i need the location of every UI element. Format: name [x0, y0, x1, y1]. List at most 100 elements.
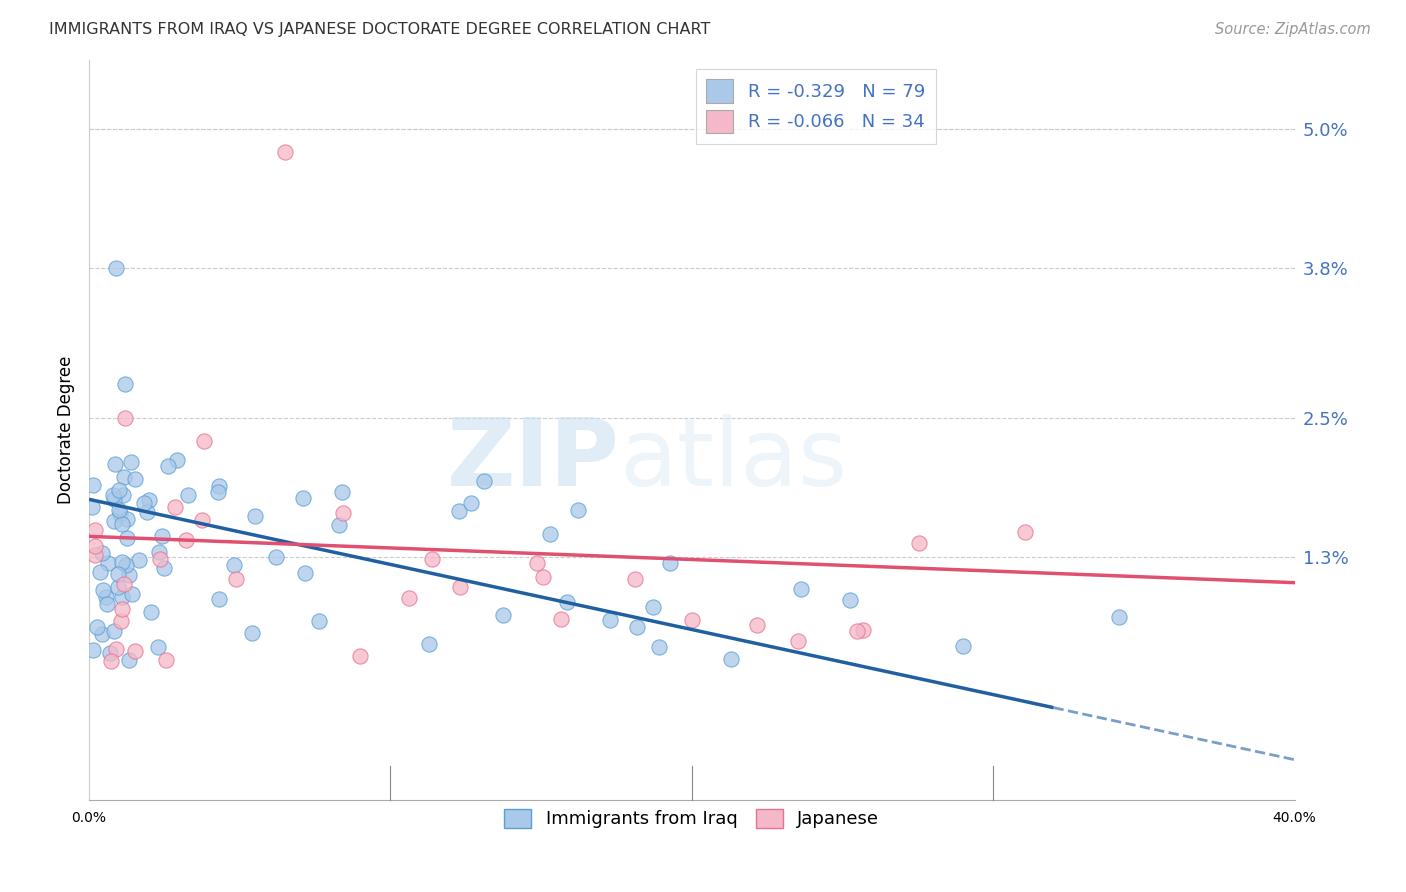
Point	[114, 376, 136, 391]
Point	[111, 590, 134, 604]
Point	[790, 582, 813, 596]
Point	[225, 572, 247, 586]
Point	[146, 640, 169, 654]
Point	[90, 545, 112, 559]
Point	[626, 620, 648, 634]
Point	[274, 145, 297, 160]
Point	[111, 601, 134, 615]
Point	[96, 597, 118, 611]
Point	[107, 566, 129, 581]
Point	[149, 552, 172, 566]
Point	[647, 640, 669, 655]
Point	[492, 608, 515, 623]
Point	[132, 496, 155, 510]
Point	[89, 566, 111, 580]
Point	[330, 485, 353, 500]
Point	[101, 488, 124, 502]
Point	[460, 496, 482, 510]
Point	[150, 529, 173, 543]
Point	[86, 620, 108, 634]
Point	[155, 653, 177, 667]
Point	[398, 591, 420, 606]
Point	[447, 504, 470, 518]
Point	[208, 591, 231, 606]
Point	[91, 627, 114, 641]
Y-axis label: Doctorate Degree: Doctorate Degree	[58, 356, 75, 504]
Point	[420, 552, 443, 566]
Point	[294, 566, 316, 581]
Point	[838, 592, 860, 607]
Point	[82, 477, 104, 491]
Legend: Immigrants from Iraq, Japanese: Immigrants from Iraq, Japanese	[498, 801, 887, 836]
Point	[114, 411, 136, 425]
Point	[96, 556, 118, 570]
Point	[104, 458, 127, 472]
Point	[108, 483, 131, 498]
Point	[139, 606, 162, 620]
Point	[292, 491, 315, 505]
Point	[114, 558, 136, 573]
Point	[845, 624, 868, 639]
Point	[112, 469, 135, 483]
Point	[111, 555, 134, 569]
Point	[745, 618, 768, 632]
Point	[526, 556, 548, 570]
Point	[952, 639, 974, 653]
Point	[531, 570, 554, 584]
Point	[681, 613, 703, 627]
Point	[166, 453, 188, 467]
Point	[852, 624, 875, 638]
Point	[332, 506, 354, 520]
Point	[121, 587, 143, 601]
Point	[100, 654, 122, 668]
Point	[84, 548, 107, 562]
Point	[163, 500, 186, 514]
Point	[908, 536, 931, 550]
Text: ZIP: ZIP	[447, 414, 620, 506]
Point	[110, 615, 132, 629]
Point	[94, 590, 117, 604]
Point	[190, 513, 212, 527]
Point	[193, 434, 215, 449]
Point	[138, 492, 160, 507]
Text: IMMIGRANTS FROM IRAQ VS JAPANESE DOCTORATE DEGREE CORRELATION CHART: IMMIGRANTS FROM IRAQ VS JAPANESE DOCTORA…	[49, 22, 710, 37]
Point	[1014, 524, 1036, 539]
Point	[84, 539, 107, 553]
Point	[599, 614, 621, 628]
Point	[174, 533, 197, 548]
Point	[328, 517, 350, 532]
Point	[567, 502, 589, 516]
Point	[786, 633, 808, 648]
Point	[120, 455, 142, 469]
Point	[112, 576, 135, 591]
Point	[418, 637, 440, 651]
Point	[538, 527, 561, 541]
Point	[104, 642, 127, 657]
Point	[103, 514, 125, 528]
Point	[658, 557, 681, 571]
Point	[103, 624, 125, 638]
Point	[84, 523, 107, 537]
Point	[115, 531, 138, 545]
Point	[148, 545, 170, 559]
Point	[449, 580, 471, 594]
Point	[111, 517, 134, 532]
Point	[91, 582, 114, 597]
Point	[108, 502, 131, 516]
Text: atlas: atlas	[620, 414, 848, 506]
Point	[641, 599, 664, 614]
Point	[550, 611, 572, 625]
Point	[623, 572, 645, 586]
Point	[153, 561, 176, 575]
Point	[118, 653, 141, 667]
Point	[110, 507, 132, 521]
Point	[177, 487, 200, 501]
Point	[105, 260, 128, 275]
Point	[115, 512, 138, 526]
Point	[243, 509, 266, 524]
Point	[349, 649, 371, 664]
Point	[720, 652, 742, 666]
Point	[107, 580, 129, 594]
Point	[207, 485, 229, 500]
Point	[264, 550, 287, 565]
